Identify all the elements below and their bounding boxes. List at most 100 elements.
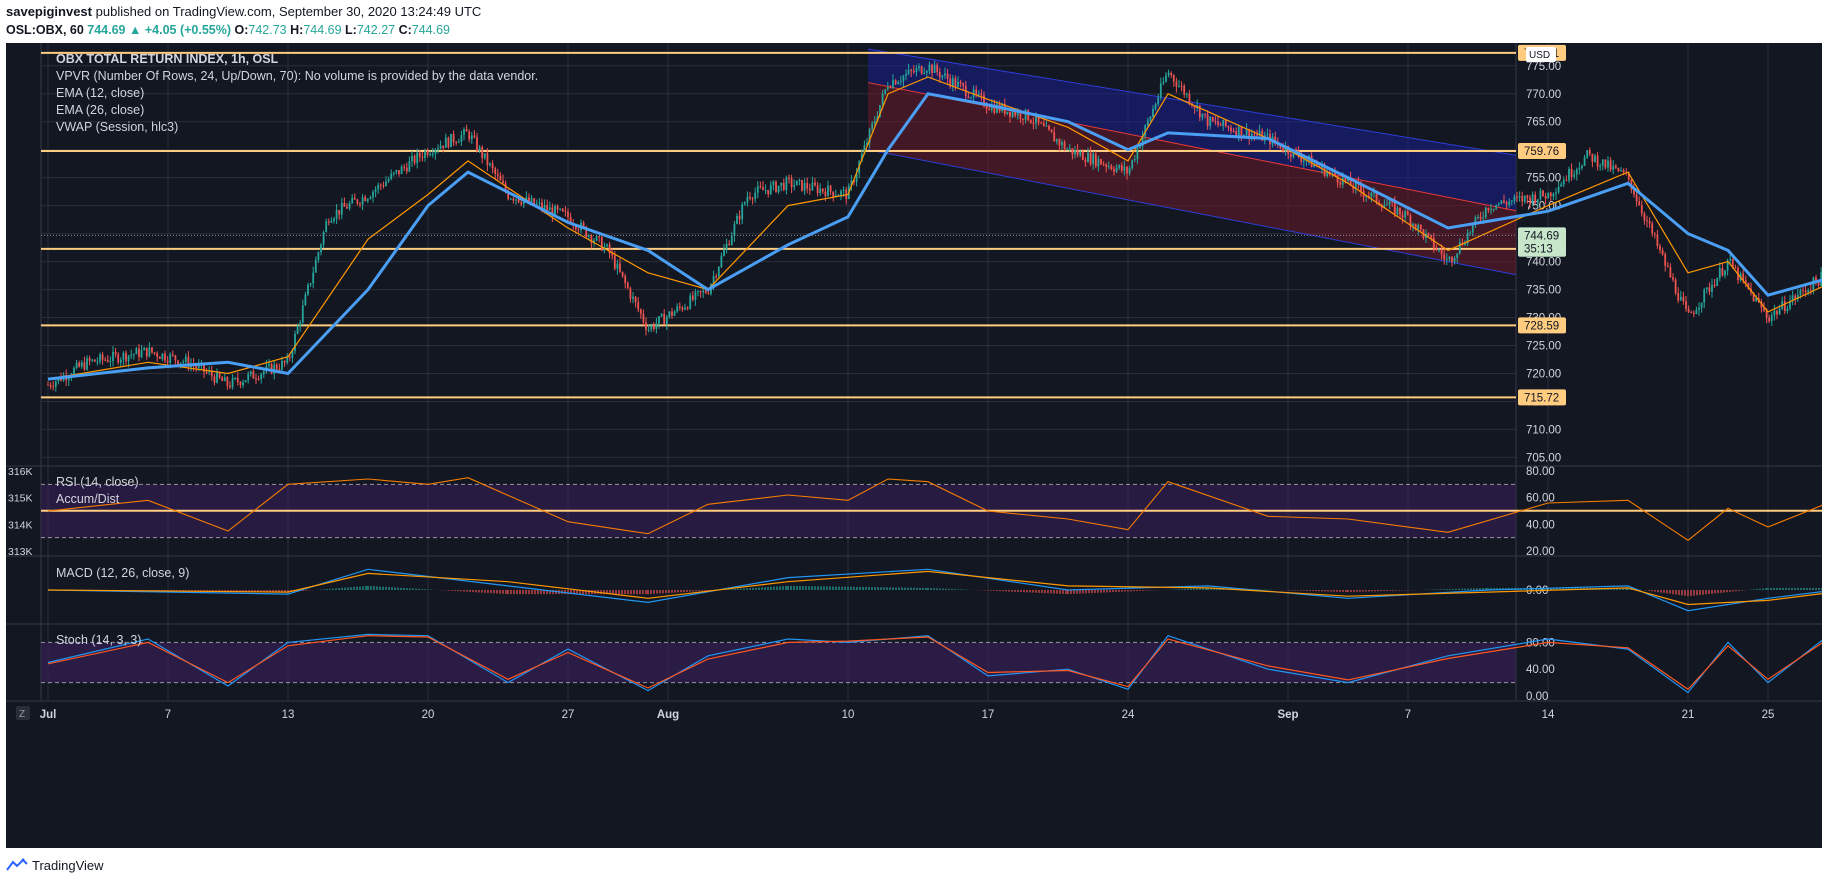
candle-body xyxy=(668,311,671,317)
candle-body xyxy=(1763,307,1765,311)
footer-brand[interactable]: TradingView xyxy=(32,857,104,873)
candle-body xyxy=(522,200,525,205)
candle-body xyxy=(663,314,666,325)
candle-body xyxy=(1396,207,1399,215)
candle-body xyxy=(990,104,993,111)
candle-body xyxy=(1622,170,1625,173)
candle-body xyxy=(723,249,725,256)
candle-body xyxy=(387,179,390,182)
candle-body xyxy=(1204,113,1206,115)
candle-body xyxy=(247,374,250,381)
candle-body xyxy=(187,356,190,368)
candle-body xyxy=(1807,290,1810,293)
candle-body xyxy=(260,374,263,380)
candle-body xyxy=(1289,154,1292,157)
candle-body xyxy=(223,377,226,382)
candle-body xyxy=(109,360,112,362)
candle-body xyxy=(759,186,762,188)
candle-body xyxy=(369,197,372,199)
candle-body xyxy=(1544,195,1547,199)
candle-body xyxy=(431,153,434,155)
candle-body xyxy=(1643,213,1646,221)
stoch-k-line xyxy=(47,633,1822,694)
candle-body xyxy=(408,161,411,172)
candle-body xyxy=(434,149,437,154)
candle-body xyxy=(1477,216,1479,218)
candle-body xyxy=(478,147,481,151)
candle-body xyxy=(1375,192,1378,203)
candle-body xyxy=(502,180,504,184)
candle-body xyxy=(226,377,229,386)
candle-body xyxy=(585,226,588,237)
candle-body xyxy=(827,185,829,197)
high-label: H: xyxy=(290,23,304,37)
candle-body xyxy=(1245,129,1248,135)
time-tick-label: 21 xyxy=(1682,709,1695,721)
candle-body xyxy=(1677,293,1680,301)
candle-body xyxy=(806,183,809,189)
candle-body xyxy=(1716,277,1719,286)
candle-body xyxy=(1687,308,1690,312)
ema26-legend[interactable]: EMA (26, close) xyxy=(56,103,145,117)
candle-body xyxy=(673,311,676,316)
candle-body xyxy=(257,378,260,380)
candle-body xyxy=(1672,277,1674,280)
candle-body xyxy=(93,359,96,362)
macd-label[interactable]: MACD (12, 26, close, 9) xyxy=(56,566,190,580)
candle-body xyxy=(1092,153,1095,165)
candle-body xyxy=(1539,190,1542,200)
candle-body xyxy=(873,121,876,124)
candle-body xyxy=(1076,150,1079,156)
candle-body xyxy=(853,180,855,183)
candle-body xyxy=(1198,105,1201,118)
candle-body xyxy=(1412,223,1414,226)
chart-canvas[interactable]: 705.00710.00715.00720.00725.00730.00735.… xyxy=(6,43,1822,848)
candle-body xyxy=(660,314,663,317)
candle-body xyxy=(486,153,489,166)
accum-label[interactable]: Accum/Dist xyxy=(56,492,120,506)
candle-body xyxy=(1552,193,1555,197)
rsi-tick-label: 20.00 xyxy=(1526,546,1555,558)
level-label-759-box xyxy=(1518,143,1566,160)
rsi-label[interactable]: RSI (14, close) xyxy=(56,475,139,489)
candle-body xyxy=(117,354,120,363)
candle-body xyxy=(1542,190,1544,196)
candle-body xyxy=(299,322,302,327)
candle-body xyxy=(561,208,564,212)
vpvr-legend[interactable]: VPVR (Number Of Rows, 24, Up/Down, 70): … xyxy=(56,69,539,83)
candle-body xyxy=(364,197,367,202)
vwap-legend[interactable]: VWAP (Session, hlc3) xyxy=(56,120,179,134)
candle-body xyxy=(1227,126,1230,128)
symbol-label: OSL:OBX, 60 xyxy=(6,23,84,37)
candle-body xyxy=(1178,85,1180,87)
candle-body xyxy=(398,170,400,174)
candle-body xyxy=(842,189,845,191)
candle-body xyxy=(616,263,619,269)
candle-body xyxy=(507,191,510,199)
author-name[interactable]: savepiginvest xyxy=(6,4,92,19)
candle-body xyxy=(1040,122,1043,124)
candle-body xyxy=(351,197,354,204)
candle-body xyxy=(1456,253,1459,258)
candle-body xyxy=(970,97,972,99)
candle-body xyxy=(278,369,281,371)
candle-body xyxy=(1360,184,1362,192)
timezone-button xyxy=(16,706,30,720)
candle-body xyxy=(543,205,546,209)
candle-body xyxy=(494,168,497,175)
candle-body xyxy=(637,302,640,310)
candle-body xyxy=(1492,208,1495,210)
candle-body xyxy=(1315,163,1318,166)
candle-body xyxy=(1193,105,1196,109)
candle-body xyxy=(1310,155,1313,168)
candle-body xyxy=(1063,142,1066,150)
candle-body xyxy=(1084,159,1087,162)
chart-frame[interactable]: 705.00710.00715.00720.00725.00730.00735.… xyxy=(6,43,1822,848)
candle-body xyxy=(1282,148,1284,151)
stoch-label[interactable]: Stoch (14, 3, 3) xyxy=(56,633,142,647)
candle-body xyxy=(574,225,577,230)
candle-body xyxy=(1698,307,1700,310)
ema12-legend[interactable]: EMA (12, close) xyxy=(56,86,145,100)
candle-body xyxy=(920,66,923,74)
candle-body xyxy=(764,190,767,192)
